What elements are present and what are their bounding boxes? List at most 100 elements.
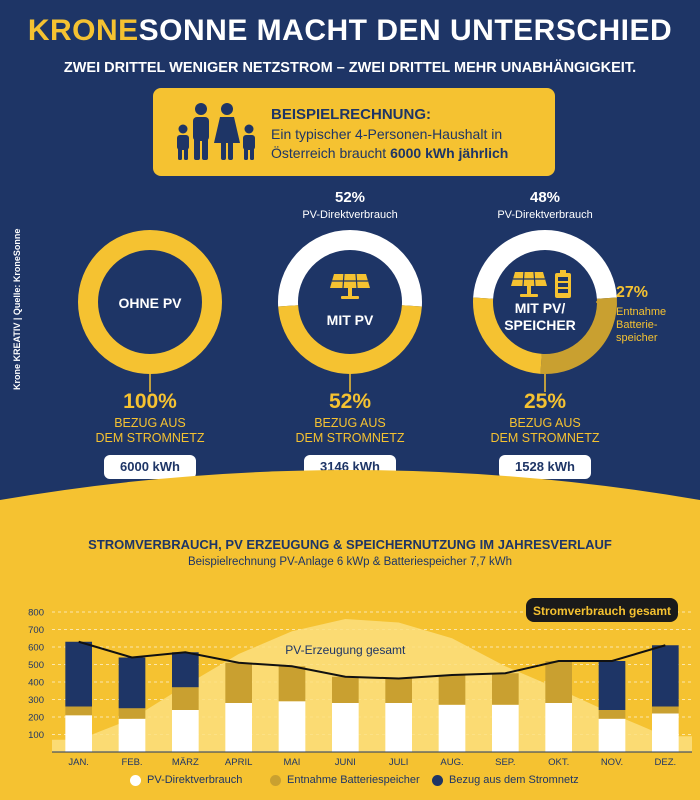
solar-battery-icon bbox=[511, 270, 571, 298]
bar-2-7 bbox=[438, 675, 466, 705]
solar-panel-icon bbox=[330, 273, 370, 299]
y-tick-label: 200 bbox=[28, 713, 44, 724]
y-tick-label: 400 bbox=[28, 678, 44, 689]
donut-charts bbox=[78, 230, 617, 392]
y-tick-label: 300 bbox=[28, 695, 44, 706]
chart-title: STROMVERBRAUCH, PV ERZEUGUNG & SPEICHERN… bbox=[88, 537, 612, 552]
total-consumption-line bbox=[78, 640, 666, 680]
bar-2-6 bbox=[385, 678, 412, 703]
bar-1-7 bbox=[438, 704, 466, 752]
x-tick-label: NOV. bbox=[601, 757, 623, 768]
chart-subtitle: Beispielrechnung PV-Anlage 6 kWp & Batte… bbox=[187, 556, 513, 568]
page-title: KRONESONNE MACHT DEN UNTERSCHIED bbox=[0, 14, 700, 48]
bar-2-2 bbox=[172, 687, 199, 710]
bar-3-2 bbox=[172, 652, 199, 688]
bar-3-1 bbox=[118, 657, 146, 709]
example-line-2: Österreich braucht 6000 kWh jährlich bbox=[271, 145, 508, 161]
scenario-2-grid-pct: 52% bbox=[328, 390, 372, 413]
scenario-1-grid-pct: 100% bbox=[123, 390, 177, 413]
bar-3-0 bbox=[65, 641, 92, 707]
x-tick-label: OKT. bbox=[548, 757, 569, 768]
scenario-2-grid-label-1: BEZUG AUS bbox=[314, 416, 386, 430]
donut-3-battery-segment bbox=[540, 297, 617, 374]
legend-label-battery: Entnahme Batteriespeicher bbox=[287, 774, 420, 786]
donut-2-direct-segment bbox=[278, 230, 422, 307]
y-tick-label: 600 bbox=[28, 643, 44, 654]
scenario-3-grid-label-1: BEZUG AUS bbox=[509, 416, 581, 430]
bar-2-4 bbox=[278, 666, 306, 702]
donut-2-grid-segment bbox=[278, 304, 422, 374]
title-accent: KRONE bbox=[27, 14, 139, 47]
x-tick-label: JAN. bbox=[68, 757, 89, 768]
legend-dot-grid bbox=[432, 774, 443, 786]
bar-1-3 bbox=[225, 703, 252, 752]
battery-label-line-3: speicher bbox=[616, 332, 658, 344]
scenario-1-grid-label-2: DEM STROMNETZ bbox=[95, 431, 205, 445]
pv-generation-area bbox=[52, 619, 692, 752]
bar-1-11 bbox=[652, 713, 679, 752]
legend-item-battery: Entnahme Batteriespeicher bbox=[270, 774, 420, 786]
legend-dot-direct bbox=[130, 774, 141, 786]
legend-item-grid: Bezug aus dem Stromnetz bbox=[432, 774, 579, 786]
example-line-1: Ein typischer 4-Personen-Haushalt in bbox=[271, 126, 503, 142]
y-tick-label: 700 bbox=[28, 625, 44, 636]
bar-2-8 bbox=[492, 673, 519, 705]
bar-1-2 bbox=[172, 710, 199, 752]
scenario-3-battery-pct: 27% bbox=[616, 284, 649, 301]
wave-divider bbox=[0, 470, 700, 530]
scenario-2-direct-pct: 52% bbox=[334, 189, 366, 206]
scenario-3-grid-pct: 25% bbox=[523, 390, 567, 413]
donut-2-label: MIT PV bbox=[326, 312, 374, 328]
donut-3-label-1: MIT PV/ bbox=[514, 300, 566, 316]
example-line-2-prefix: Österreich braucht bbox=[271, 145, 391, 161]
bar-2-3 bbox=[225, 662, 252, 703]
y-tick-label: 500 bbox=[28, 660, 44, 671]
x-tick-label: JUNI bbox=[335, 757, 356, 768]
x-tick-label: MÄRZ bbox=[172, 757, 199, 768]
bar-1-9 bbox=[545, 703, 572, 752]
bar-2-5 bbox=[332, 676, 359, 703]
total-consumption-box bbox=[526, 598, 678, 622]
scenario-2-grid-label-2: DEM STROMNETZ bbox=[295, 431, 405, 445]
scenario-1-kwh: 6000 kWh bbox=[104, 455, 196, 479]
scenario-3-kwh: 1528 kWh bbox=[499, 455, 591, 479]
donut-3-grid-segment bbox=[473, 297, 543, 374]
battery-label-line-1: Entnahme bbox=[616, 306, 667, 318]
x-tick-label: DEZ. bbox=[655, 757, 677, 768]
example-box: BEISPIELRECHNUNG: Ein typischer 4-Person… bbox=[153, 88, 555, 176]
bar-3-11 bbox=[652, 645, 679, 707]
x-tick-label: JULI bbox=[389, 757, 409, 768]
bar-1-6 bbox=[385, 703, 412, 752]
page-subtitle: ZWEI DRITTEL WENIGER NETZSTROM – ZWEI DR… bbox=[63, 60, 637, 76]
scenario-1-grid-label-1: BEZUG AUS bbox=[114, 416, 186, 430]
bar-1-10 bbox=[598, 718, 626, 752]
bar-2-11 bbox=[652, 706, 679, 714]
legend-label-direct: PV-Direktverbrauch bbox=[147, 774, 243, 786]
bar-1-5 bbox=[332, 703, 359, 752]
bar-2-9 bbox=[545, 661, 572, 703]
bar-3-10 bbox=[598, 661, 626, 710]
y-tick-label: 800 bbox=[28, 608, 44, 619]
family-icon bbox=[177, 103, 255, 160]
donut-3-direct-segment bbox=[473, 230, 617, 300]
legend-label-grid: Bezug aus dem Stromnetz bbox=[449, 774, 579, 786]
battery-label-line-2: Batterie- bbox=[616, 319, 658, 331]
bar-2-1 bbox=[118, 708, 146, 719]
scenario-3-direct-label: PV-Direktverbrauch bbox=[497, 209, 593, 221]
x-tick-label: APRIL bbox=[225, 757, 252, 768]
example-heading: BEISPIELRECHNUNG: bbox=[271, 106, 432, 123]
pv-generation-label: PV-Erzeugung gesamt bbox=[285, 643, 406, 657]
donut-1-label: OHNE PV bbox=[118, 295, 182, 311]
bar-1-1 bbox=[118, 718, 146, 752]
bar-1-8 bbox=[492, 704, 519, 752]
x-tick-label: SEP. bbox=[495, 757, 515, 768]
bar-2-0 bbox=[65, 706, 92, 716]
bar-1-4 bbox=[278, 701, 306, 752]
annual-chart: 100 200 300 400 500 600 700 800 PV-Erzeugung ges… bbox=[28, 598, 692, 768]
x-tick-label: AUG. bbox=[440, 757, 463, 768]
y-tick-label: 100 bbox=[28, 730, 44, 741]
title-rest: SONNE MACHT DEN UNTERSCHIED bbox=[138, 14, 673, 47]
scenario-2-direct-label: PV-Direktverbrauch bbox=[302, 209, 398, 221]
bar-1-0 bbox=[65, 715, 92, 752]
legend-item-direct: PV-Direktverbrauch bbox=[130, 774, 242, 786]
